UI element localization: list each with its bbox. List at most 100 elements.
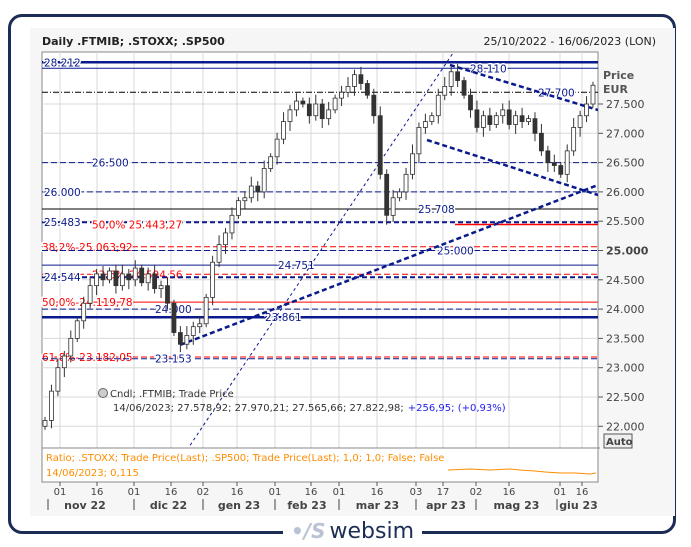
auto-scale-button[interactable] [603, 433, 633, 449]
x-tick-label: 01 [54, 487, 67, 498]
candle-body [442, 86, 448, 96]
month-label: giu 23 [559, 499, 598, 512]
level-label: 50,0%-24.119,78 [42, 297, 133, 309]
candle-body [435, 94, 441, 117]
candle-body [313, 103, 319, 117]
candle-body [480, 115, 486, 128]
x-tick-label: 01 [269, 487, 282, 498]
level-label: 25.000 [437, 246, 474, 258]
candle-body [584, 103, 589, 117]
candle-body [61, 355, 67, 369]
trendline [426, 138, 598, 197]
candle-body [519, 115, 525, 122]
candle-body [577, 115, 583, 128]
candle-body [294, 100, 299, 111]
level-label: 61,8%-23.182,05 [42, 352, 133, 364]
candle-body [229, 214, 235, 234]
candle-body [236, 200, 241, 216]
level-label: 25.708 [418, 204, 455, 216]
x-tick-label: 01 [554, 487, 567, 498]
candle-body [551, 162, 557, 166]
ratio-label: Ratio; .STOXX; Trade Price(Last); .SP500… [46, 453, 444, 464]
candle-body [558, 165, 564, 175]
month-label: dic 22 [150, 499, 187, 512]
candle-body [345, 86, 351, 93]
candle-body [506, 109, 512, 125]
candle-body [487, 115, 493, 125]
candle-body [255, 185, 261, 193]
candle-body [113, 270, 119, 287]
candle-body [403, 173, 409, 193]
candle-body [268, 156, 274, 169]
candle-body [429, 115, 435, 122]
level-label: 27.700 [538, 87, 575, 99]
candle-body [42, 420, 48, 427]
level-label: 23.861 [265, 312, 302, 324]
candle-body [107, 270, 112, 281]
x-tick-label: 16 [231, 487, 244, 498]
x-tick-label: 17 [437, 487, 450, 498]
chart-title: Daily .FTMIB; .STOXX; .SP500 [42, 35, 225, 48]
month-label: mar 23 [356, 499, 399, 512]
y-tick-label: 24.500 [606, 274, 645, 287]
candle-body [223, 232, 228, 246]
month-label: nov 22 [64, 499, 106, 512]
candle-body [326, 109, 332, 120]
level-label: 24.751 [278, 260, 315, 272]
candle-body [474, 109, 480, 128]
candle-body [281, 121, 286, 140]
candle-body [49, 390, 54, 421]
level-label: 25.483 [44, 217, 81, 229]
candle-body [203, 296, 209, 325]
x-tick-label: 16 [91, 487, 104, 498]
trendline [187, 52, 455, 448]
legend-series: Cndl; .FTMIB; Trade Price [110, 389, 234, 400]
auto-scale-label: Auto [606, 437, 633, 448]
candle-body [287, 109, 293, 122]
legend-ohlc: 14/06/2023; 27.578,92; 27.970,21; 27.565… [113, 403, 404, 414]
level-label: 28.212 [44, 57, 81, 69]
candle-body [158, 285, 164, 289]
candle-body [448, 71, 454, 87]
candle-body [416, 127, 422, 155]
candle-body [564, 150, 570, 175]
y-tick-label: 27.500 [606, 98, 645, 111]
x-tick-label: 16 [165, 487, 178, 498]
y-tick-label: 24.000 [606, 303, 645, 316]
candle-body [55, 367, 61, 392]
candle-body [422, 121, 428, 128]
candle-body [242, 197, 248, 202]
candle-body [177, 332, 183, 345]
y-tick-label: 22.000 [606, 420, 645, 433]
candle-body [248, 185, 254, 199]
trendline [179, 183, 598, 347]
candle-body [339, 91, 344, 99]
candle-body [74, 320, 80, 339]
candle-body [513, 115, 519, 125]
x-tick-label: 01 [333, 487, 346, 498]
candle-body [532, 118, 538, 134]
ratio-value: 14/06/2023; 0,115 [46, 468, 139, 479]
level-label: 26.000 [44, 187, 81, 199]
y-tick-label: 25.500 [606, 215, 645, 228]
candle-body [68, 337, 74, 357]
currency-label: EUR [603, 83, 628, 96]
candle-body [500, 109, 506, 117]
candle-body [319, 103, 325, 120]
candle-body [358, 74, 364, 84]
x-tick-label: 16 [305, 487, 318, 498]
candle-body [100, 273, 106, 281]
trendline [449, 63, 598, 112]
candle-body [545, 150, 551, 164]
candle-body [371, 94, 377, 117]
candle-body [364, 83, 370, 96]
clock-icon[interactable] [98, 388, 108, 398]
y-tick-label: 22.500 [606, 391, 645, 404]
candle-body [87, 285, 93, 304]
candle-body [493, 115, 499, 125]
candle-body [126, 273, 132, 281]
level-label: 50,0% 25.443,27 [92, 220, 182, 232]
candle-body [184, 335, 190, 345]
candle-body [332, 97, 338, 111]
